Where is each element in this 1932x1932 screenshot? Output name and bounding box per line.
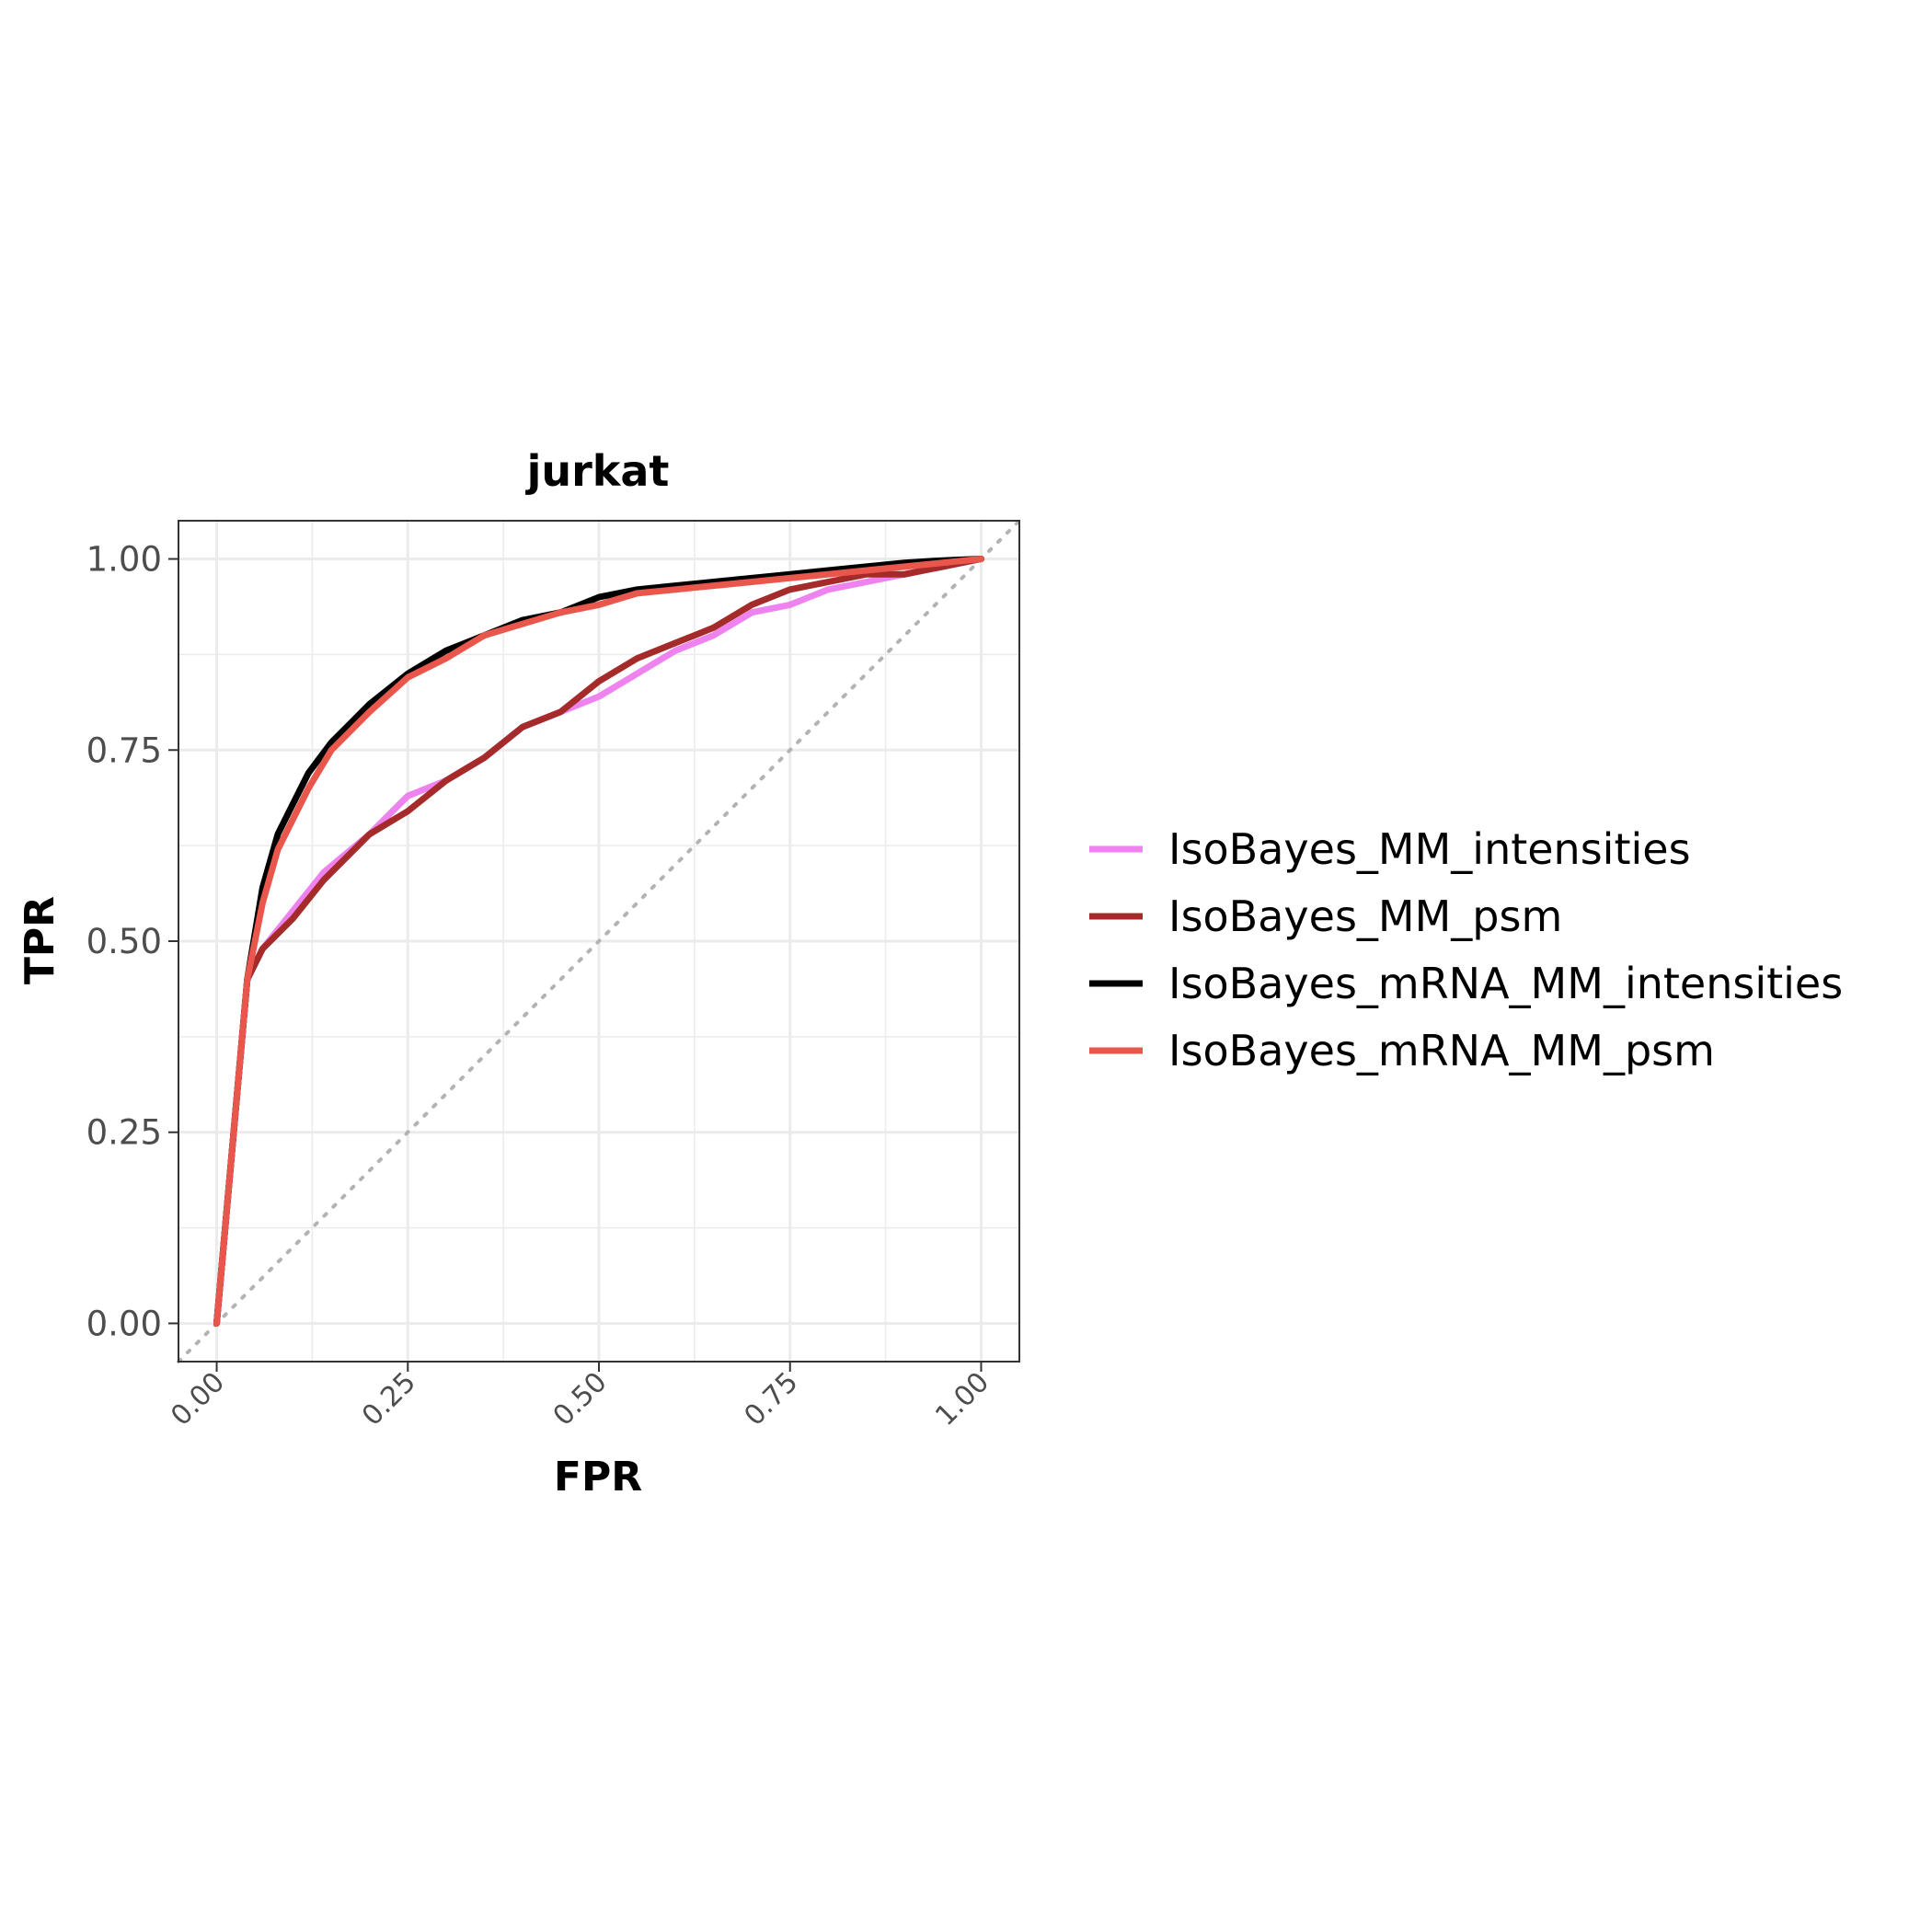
chart-title: jurkat bbox=[525, 446, 670, 496]
y-tick-label: 0.75 bbox=[86, 730, 162, 770]
y-axis: 0.00 0.25 0.50 0.75 1.00 bbox=[86, 540, 178, 1343]
x-axis-label: FPR bbox=[554, 1454, 642, 1501]
series-line-3 bbox=[213, 556, 984, 1327]
reference-diagonal bbox=[177, 519, 1021, 1363]
legend-label-1: IsoBayes_MM_psm bbox=[1168, 891, 1562, 941]
legend-label-2: IsoBayes_mRNA_MM_intensities bbox=[1168, 959, 1843, 1008]
legend-label-0: IsoBayes_MM_intensities bbox=[1168, 824, 1691, 874]
y-axis-label: TPR bbox=[17, 896, 63, 984]
y-tick-label: 0.25 bbox=[86, 1113, 162, 1153]
legend: IsoBayes_MM_intensities IsoBayes_MM_psm Is… bbox=[1089, 824, 1843, 1075]
series-layer bbox=[213, 556, 984, 1327]
series-line-0 bbox=[213, 556, 984, 1327]
y-tick-label: 0.00 bbox=[86, 1304, 162, 1343]
series-line-1 bbox=[213, 556, 984, 1327]
y-tick-label: 0.50 bbox=[86, 922, 162, 961]
y-tick-label: 1.00 bbox=[86, 540, 162, 580]
legend-label-3: IsoBayes_mRNA_MM_psm bbox=[1168, 1026, 1715, 1075]
